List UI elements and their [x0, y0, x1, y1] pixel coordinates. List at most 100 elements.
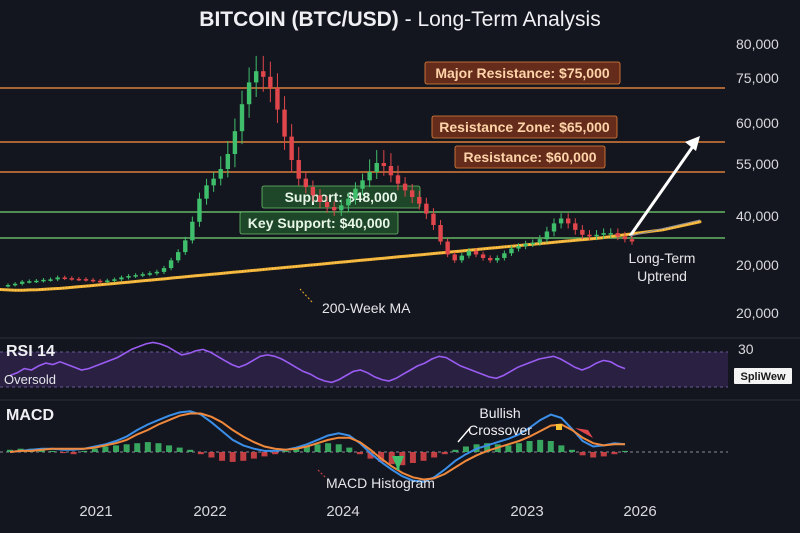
candle-body	[339, 205, 344, 211]
candle-body	[19, 281, 25, 284]
price-y-tick: 20,000	[736, 305, 779, 321]
candle-body	[495, 257, 500, 261]
candle-body	[27, 281, 32, 283]
candle-body	[487, 257, 493, 261]
macd-histogram-bar	[70, 452, 77, 455]
macd-title: MACD	[6, 407, 54, 424]
candle-body	[544, 231, 550, 240]
price-y-tick: 75,000	[736, 70, 779, 86]
candle-body	[452, 254, 457, 261]
candle-body	[218, 169, 223, 179]
chart-title: BITCOIN (BTC/USD) - Long-Term Analysis	[0, 8, 800, 32]
macd-histogram-bar	[568, 449, 575, 452]
signal-marker	[556, 424, 562, 430]
macd-histogram-bar	[219, 452, 226, 461]
bullish-label-2: Crossover	[468, 422, 532, 438]
chart-title-bold: BITCOIN (BTC/USD)	[199, 8, 399, 31]
macd-histogram-bar	[420, 452, 427, 461]
candle-body	[367, 172, 372, 181]
candle-body	[601, 233, 606, 235]
candle-body	[253, 71, 259, 83]
macd-histogram-bar	[515, 443, 522, 452]
macd-histogram-bar	[462, 446, 469, 452]
candle-body	[161, 268, 167, 272]
candle-body	[530, 242, 535, 245]
candle-body	[55, 277, 60, 280]
macd-histogram-bar	[144, 442, 151, 452]
candle-body	[629, 239, 635, 242]
candle-body	[346, 198, 351, 206]
candle-body	[331, 207, 337, 211]
price-y-tick: 20,000	[736, 257, 779, 273]
candle-body	[190, 221, 195, 241]
macd-histogram-bar	[409, 452, 416, 463]
candle-body	[246, 82, 252, 105]
candle-body	[225, 154, 231, 169]
candle-body	[324, 202, 330, 207]
macd-histogram-bar	[314, 444, 321, 452]
bullish-label-1: Bullish	[479, 405, 520, 421]
candle-body	[147, 273, 153, 275]
candle-body	[5, 285, 11, 287]
candle-body	[509, 248, 514, 254]
candle-body	[580, 229, 585, 235]
x-tick-label: 2021	[79, 503, 112, 520]
price-y-tick: 80,000	[736, 36, 779, 52]
candle-body	[424, 203, 429, 214]
candle-body	[395, 175, 401, 184]
macd-histogram-bar	[452, 449, 459, 452]
candle-body	[232, 131, 238, 154]
candle-body	[261, 71, 266, 77]
signal-line	[9, 412, 625, 481]
rsi-title: RSI 14	[6, 343, 55, 360]
macd-histogram-bar	[388, 452, 395, 465]
candle-body	[126, 276, 131, 278]
macd-histogram-bar	[229, 452, 236, 462]
macd-histogram-bar	[60, 452, 67, 454]
macd-histogram-bar	[526, 441, 533, 452]
candle-body	[459, 255, 465, 261]
macd-histogram-bar	[293, 448, 300, 452]
macd-histogram-bar	[600, 452, 607, 457]
histogram-label: MACD Histogram	[326, 475, 435, 491]
candle-body	[97, 280, 103, 283]
candle-body	[289, 136, 294, 160]
uptrend-label-1: Long-Term	[629, 250, 696, 266]
candle-body	[594, 234, 599, 237]
histogram-pointer	[317, 469, 327, 479]
candle-body	[48, 279, 53, 281]
candle-body	[523, 243, 528, 247]
candle-body	[168, 260, 174, 269]
watermark-text: SpliWew	[740, 371, 785, 383]
candle-body	[239, 104, 245, 132]
candle-body	[204, 185, 209, 199]
price-panel: Major Resistance: $75,000 Resistance Zone…	[0, 36, 779, 321]
candle-body	[573, 223, 578, 230]
candle-body	[388, 166, 394, 176]
candle-body	[431, 213, 436, 225]
macd-histogram-bar	[579, 452, 586, 456]
candle-body	[402, 183, 408, 191]
macd-histogram-bar	[558, 445, 565, 452]
macd-line	[9, 410, 626, 483]
rsi-band	[0, 352, 728, 387]
macd-histogram-bar	[176, 447, 183, 452]
candle-body	[83, 279, 89, 281]
candle-body	[608, 233, 613, 235]
macd-histogram-bar	[325, 443, 332, 452]
macd-histogram-bar	[303, 446, 310, 452]
x-tick-label: 2024	[326, 503, 359, 520]
macd-histogram-bar	[134, 443, 141, 452]
candle-body	[466, 250, 472, 256]
macd-histogram-bar	[335, 444, 342, 452]
candle-body	[76, 278, 82, 281]
level-label: Major Resistance: $75,000	[435, 65, 610, 81]
macd-histogram-bar	[611, 452, 618, 455]
candle-body	[119, 277, 124, 280]
bullish-pointer	[457, 427, 471, 443]
ma-200-highlight	[0, 221, 701, 291]
candle-body	[587, 234, 592, 237]
price-y-tick: 40,000	[736, 208, 779, 224]
candle-body	[211, 178, 216, 186]
